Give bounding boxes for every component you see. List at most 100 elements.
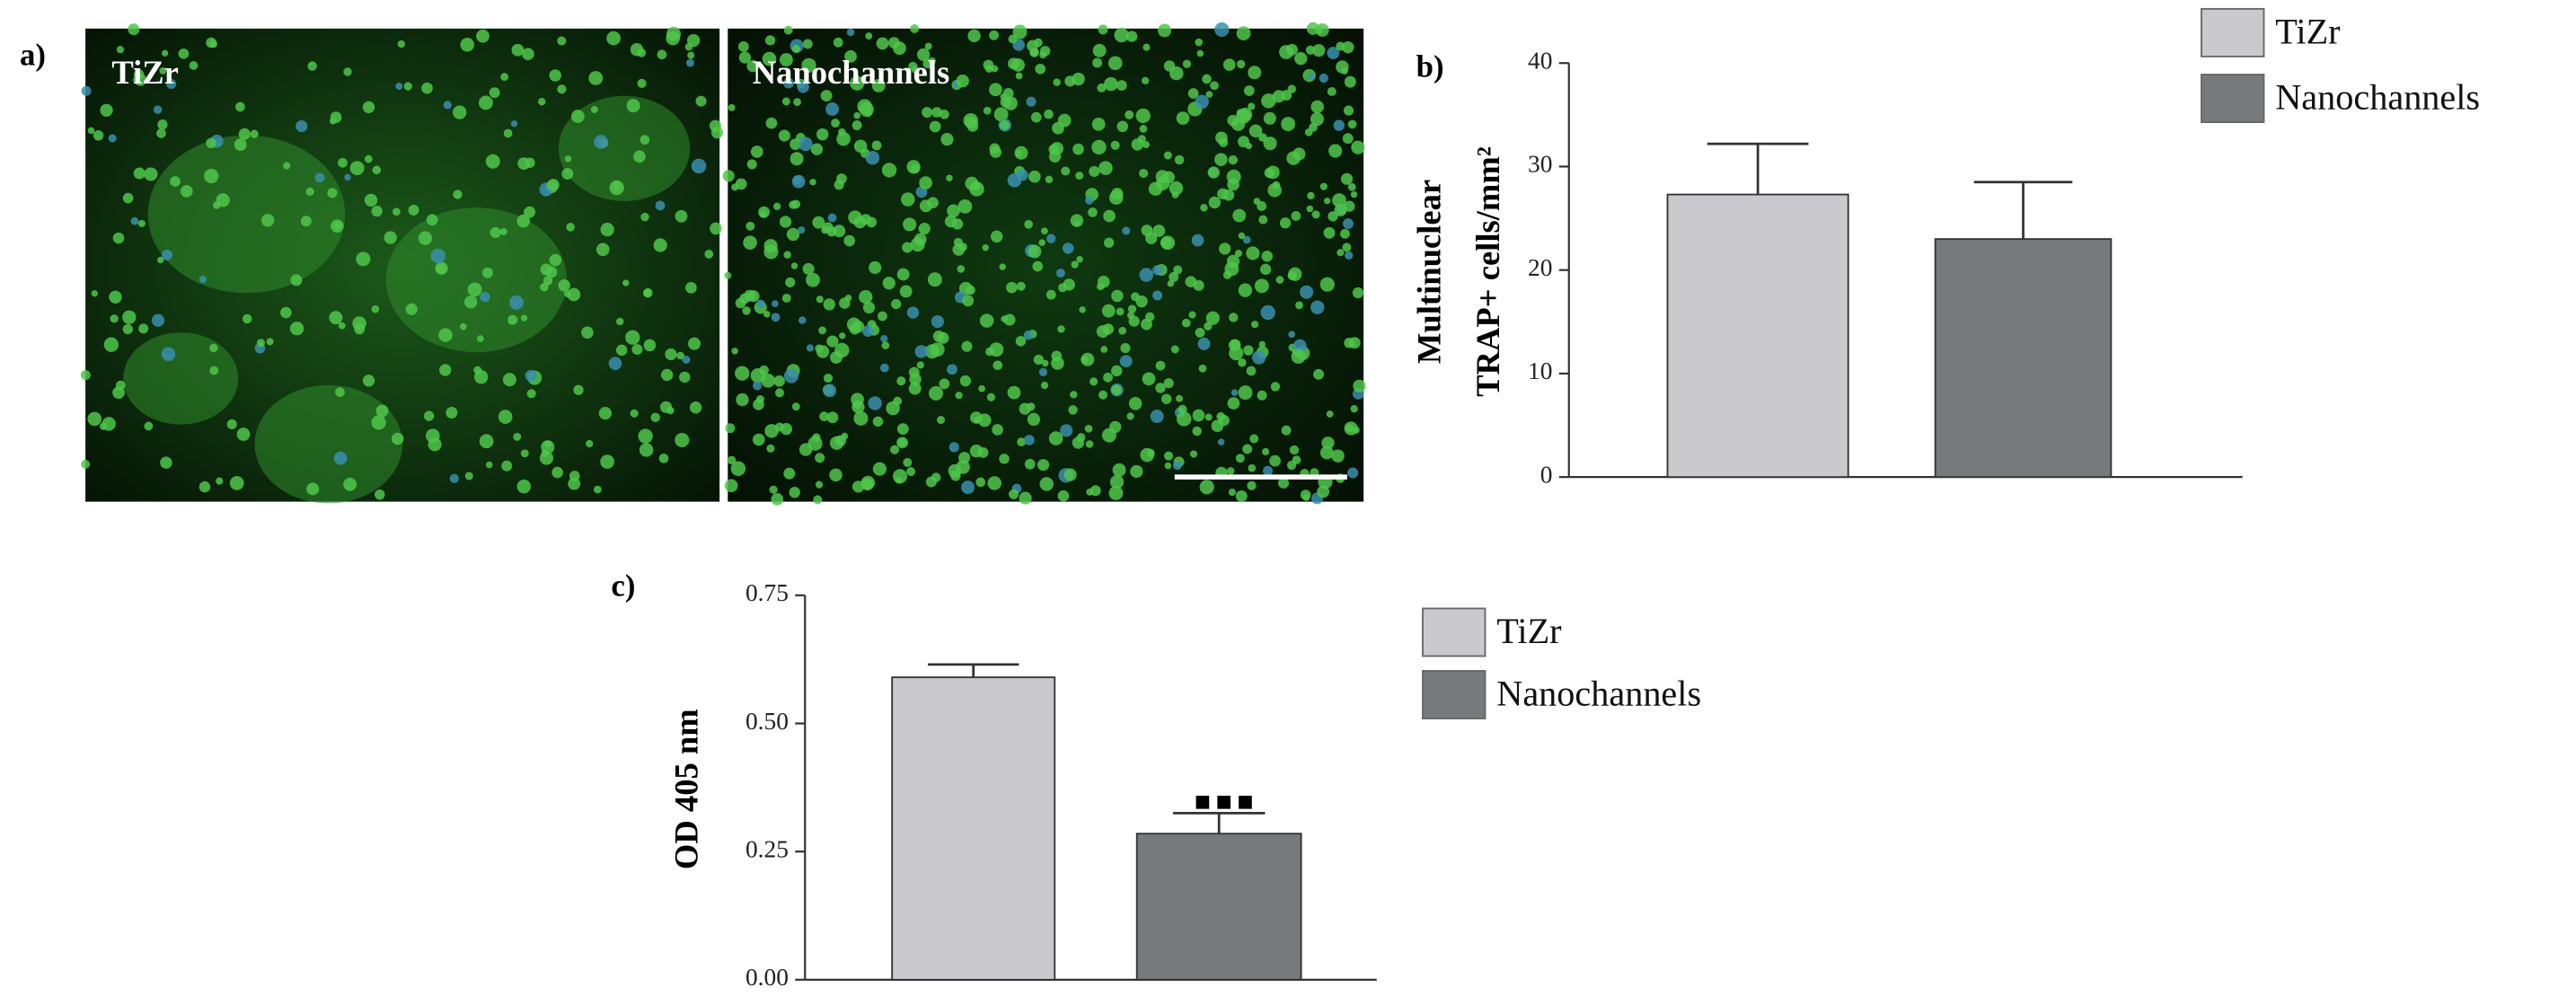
y-tick-label: 0 <box>1540 461 1553 488</box>
cell <box>1076 255 1083 263</box>
cell <box>738 51 752 64</box>
cell <box>812 216 825 229</box>
cell <box>812 433 821 442</box>
cell <box>516 479 531 494</box>
cell <box>1277 477 1290 489</box>
cell <box>570 110 585 123</box>
cell <box>891 299 902 310</box>
cell <box>779 53 793 66</box>
significance-marks <box>1195 795 1252 809</box>
cell <box>453 190 463 199</box>
cell <box>1111 365 1123 377</box>
cell <box>425 428 440 444</box>
cell <box>189 61 198 70</box>
cell <box>568 477 581 490</box>
cell <box>1243 345 1254 356</box>
y-axis-label: OD 405 nm <box>668 709 705 869</box>
cell <box>1232 208 1247 223</box>
cell <box>906 467 916 477</box>
cell <box>170 176 181 187</box>
cell <box>1289 445 1300 455</box>
cell <box>901 192 915 207</box>
cell <box>1003 313 1016 326</box>
cell <box>209 343 218 353</box>
cell <box>1319 73 1328 84</box>
cell <box>1170 345 1179 354</box>
cell <box>630 409 639 418</box>
cell <box>1116 80 1127 91</box>
cell <box>1119 355 1133 368</box>
cell <box>1103 372 1113 383</box>
cell <box>1030 111 1042 123</box>
cell <box>1174 154 1185 165</box>
cell <box>1264 167 1275 179</box>
cell <box>771 313 781 322</box>
cell <box>473 366 482 375</box>
cell <box>1042 359 1049 367</box>
cell <box>815 453 825 463</box>
cell <box>1045 175 1054 184</box>
cell <box>516 214 531 228</box>
cell <box>957 198 973 214</box>
cell <box>364 193 378 207</box>
cell <box>819 411 829 421</box>
cell <box>888 37 900 48</box>
cell <box>1321 436 1335 450</box>
cell <box>930 342 945 357</box>
cell <box>1110 140 1120 150</box>
cell <box>1055 269 1065 278</box>
cell <box>356 251 371 267</box>
cell <box>1258 340 1266 348</box>
y-tick-label: 20 <box>1528 254 1552 281</box>
cell <box>1092 43 1107 57</box>
cell <box>1102 323 1115 335</box>
cell <box>198 275 207 284</box>
cell <box>478 95 493 110</box>
cell <box>539 451 554 465</box>
cell <box>1292 147 1306 161</box>
cell <box>216 477 224 485</box>
cell <box>1104 237 1115 248</box>
cell <box>1107 56 1123 71</box>
cell <box>908 382 922 395</box>
cell <box>689 401 702 414</box>
cell <box>1024 458 1036 470</box>
cell <box>1258 133 1267 142</box>
cell <box>1035 63 1046 75</box>
cell <box>1300 285 1314 299</box>
cell <box>791 44 801 54</box>
cell <box>296 119 308 133</box>
cell <box>1263 137 1277 151</box>
cell <box>1227 397 1240 410</box>
cell <box>1130 464 1143 479</box>
cell <box>510 119 518 128</box>
cell <box>1347 467 1359 479</box>
cell <box>1208 196 1222 209</box>
cell <box>687 337 701 350</box>
cell <box>1347 119 1357 129</box>
cell <box>593 485 602 494</box>
cell <box>464 295 478 309</box>
cell <box>724 479 738 492</box>
cell <box>566 223 575 232</box>
cell <box>1045 234 1056 243</box>
cell <box>305 187 314 196</box>
cell <box>540 283 549 292</box>
cell <box>561 168 574 181</box>
cell <box>1100 346 1108 353</box>
cell <box>1344 200 1355 212</box>
cell <box>1163 151 1172 160</box>
cell <box>1307 191 1315 200</box>
cell <box>122 310 137 324</box>
cell <box>657 49 667 60</box>
cell <box>615 344 628 357</box>
cell <box>151 313 165 327</box>
cell <box>1081 356 1089 364</box>
cell <box>93 130 104 141</box>
cell <box>1007 385 1021 400</box>
cell <box>525 157 535 168</box>
cell <box>375 489 385 500</box>
cell <box>375 404 389 418</box>
cell <box>1000 93 1007 101</box>
